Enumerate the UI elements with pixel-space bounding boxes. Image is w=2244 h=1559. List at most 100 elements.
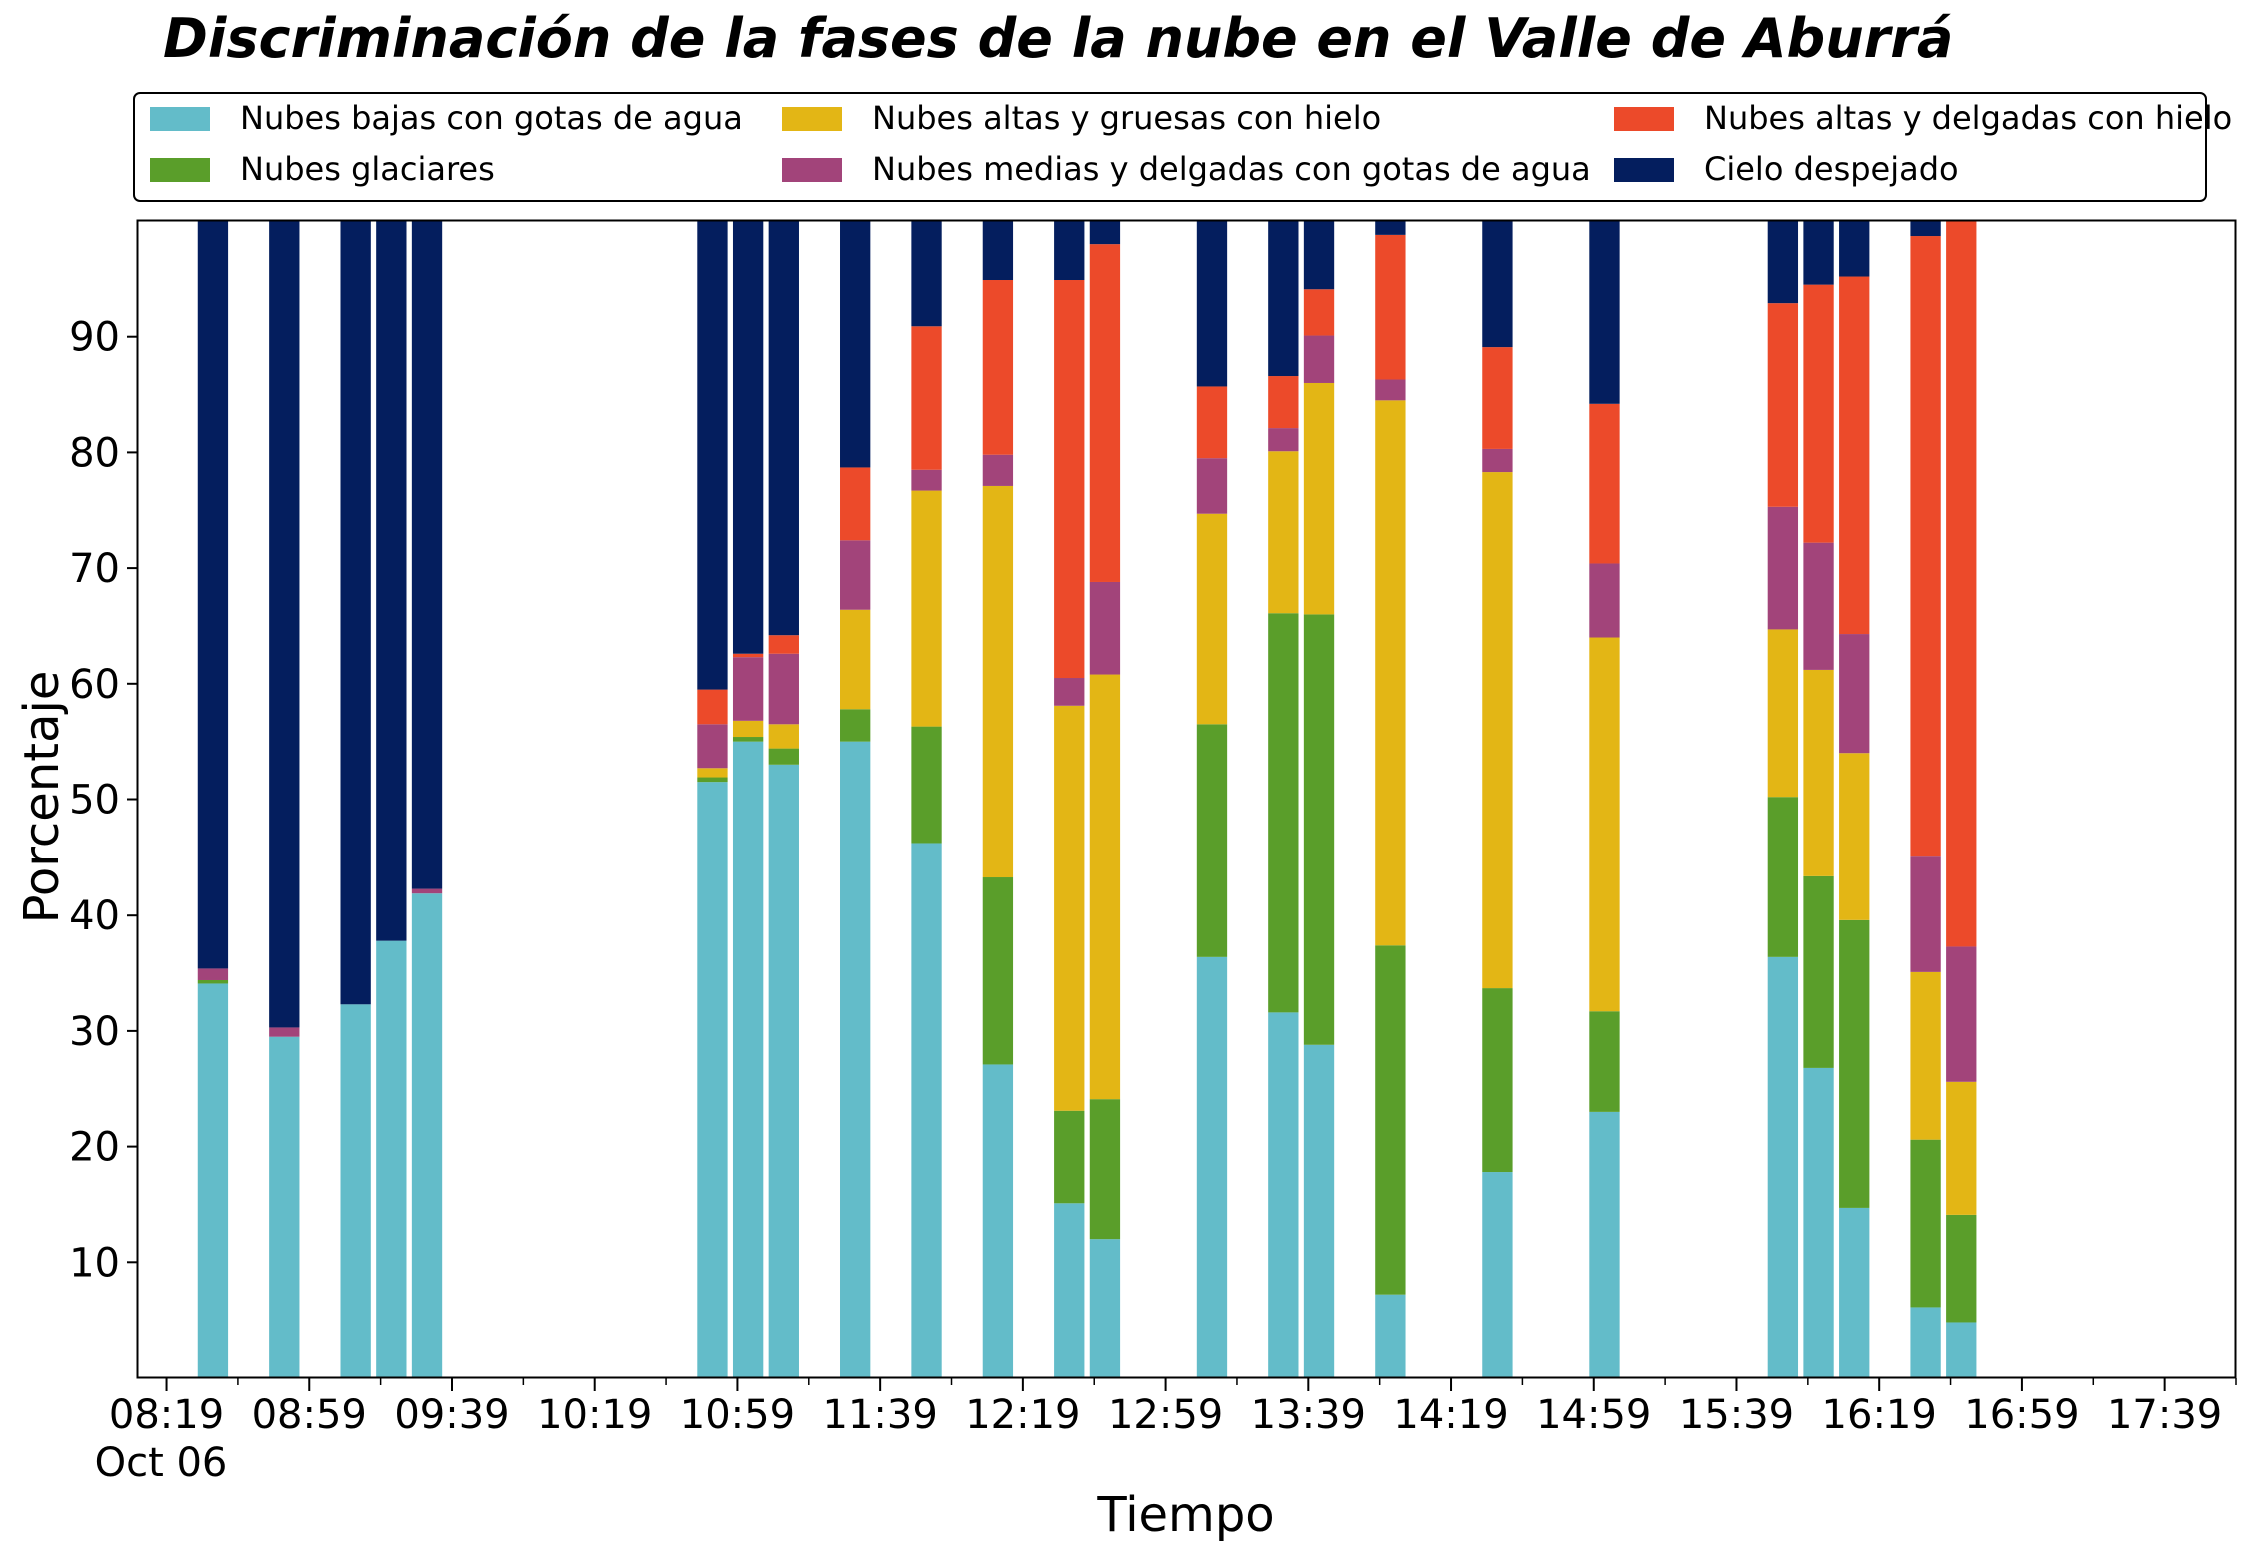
y-tick-label: 60 <box>69 662 120 708</box>
bar-segment-15-series-5 <box>1268 376 1299 429</box>
legend-swatch-series-2 <box>150 158 210 182</box>
bar-segment-16-series-3 <box>1303 382 1335 615</box>
x-tick-label: 15:39 <box>1679 1392 1794 1438</box>
y-tick-label: 70 <box>69 546 120 592</box>
bar-segment-1-series-2 <box>197 979 229 984</box>
x-tick-label: 12:59 <box>1108 1392 1223 1438</box>
x-tick-label: 12:19 <box>965 1392 1080 1438</box>
bar-segment-5-series-4 <box>411 888 443 894</box>
x-tick-label: 08:19 <box>109 1392 224 1438</box>
bar-segment-21-series-2 <box>1803 875 1834 1068</box>
x-tick-label: 16:59 <box>1964 1392 2079 1438</box>
bar-segment-18-series-6 <box>1482 221 1513 348</box>
bar-segment-14-series-4 <box>1196 458 1228 514</box>
bar-segment-16-series-5 <box>1303 289 1335 336</box>
bar-segment-23-series-3 <box>1910 971 1941 1140</box>
y-axis: 10 20 30 40 50 60 70 80 90 <box>69 315 138 1286</box>
legend-label-series-4: Nubes medias y delgadas con gotas de agu… <box>872 150 1591 188</box>
x-tick-label: 08:59 <box>252 1392 367 1438</box>
bar-segment-14-series-1 <box>1196 956 1228 1378</box>
bar-segment-19-series-1 <box>1589 1111 1620 1378</box>
bar-segment-21-series-3 <box>1803 669 1834 876</box>
bar-segment-9-series-3 <box>840 609 871 710</box>
bar-segment-6-series-1 <box>697 782 728 1378</box>
bar-segment-24-series-2 <box>1946 1214 1977 1323</box>
x-tick-label: 10:19 <box>537 1392 652 1438</box>
bar-segment-8-series-1 <box>768 764 799 1378</box>
bar-segment-14-series-6 <box>1196 221 1228 387</box>
bar-segment-23-series-5 <box>1910 236 1941 857</box>
bar-segment-21-series-1 <box>1803 1067 1834 1378</box>
bar-segment-22-series-3 <box>1839 753 1870 920</box>
bar-segment-19-series-4 <box>1589 563 1620 638</box>
bar-segment-13-series-1 <box>1089 1239 1121 1378</box>
bar-segment-12-series-2 <box>1054 1110 1085 1204</box>
bar-segment-16-series-4 <box>1303 335 1335 383</box>
bar-segment-9-series-2 <box>840 709 871 742</box>
bar-segment-22-series-4 <box>1839 634 1870 754</box>
x-tick-label: 14:59 <box>1536 1392 1651 1438</box>
bar-segment-13-series-4 <box>1089 581 1121 675</box>
bar-segment-20-series-2 <box>1767 797 1799 957</box>
bar-segment-15-series-2 <box>1268 613 1299 1013</box>
legend-label-series-1: Nubes bajas con gotas de agua <box>240 99 743 137</box>
bar-segment-13-series-3 <box>1089 674 1121 1100</box>
bar-segment-2-series-4 <box>269 1027 300 1037</box>
bar-segment-20-series-1 <box>1767 956 1799 1378</box>
x-tick-label: 11:39 <box>823 1392 938 1438</box>
x-tick-label: 17:39 <box>2107 1392 2222 1438</box>
bar-segment-18-series-2 <box>1482 988 1513 1173</box>
bar-segment-9-series-5 <box>840 467 871 541</box>
y-tick-label: 80 <box>69 430 120 476</box>
bar-segment-21-series-5 <box>1803 284 1834 543</box>
bar-segment-8-series-6 <box>768 221 799 636</box>
bar-segment-18-series-3 <box>1482 472 1513 989</box>
bar-segment-10-series-6 <box>911 221 942 327</box>
bar-segment-9-series-1 <box>840 741 871 1378</box>
bar-segment-21-series-6 <box>1803 221 1834 285</box>
bar-segment-13-series-2 <box>1089 1099 1121 1240</box>
y-tick-label: 90 <box>69 315 120 361</box>
bar-segment-9-series-6 <box>840 221 871 468</box>
bar-segment-7-series-5 <box>732 653 764 658</box>
bar-segment-22-series-2 <box>1839 919 1870 1208</box>
bar-segment-11-series-2 <box>982 877 1014 1065</box>
bar-segment-11-series-3 <box>982 485 1014 878</box>
bar-segment-17-series-2 <box>1375 945 1406 1295</box>
bar-segment-19-series-2 <box>1589 1011 1620 1112</box>
bar-segment-6-series-6 <box>697 221 728 690</box>
legend-frame <box>133 92 2207 202</box>
y-tick-label: 10 <box>69 1240 120 1286</box>
bar-segment-18-series-1 <box>1482 1172 1513 1378</box>
x-tick-label: 14:19 <box>1393 1392 1508 1438</box>
bar-segment-13-series-6 <box>1089 221 1121 245</box>
bar-segment-15-series-4 <box>1268 428 1299 452</box>
bar-segment-1-series-6 <box>197 221 229 969</box>
bar-segment-3-series-6 <box>340 221 371 1005</box>
bar-segment-17-series-3 <box>1375 400 1406 946</box>
bar-segment-7-series-3 <box>732 720 764 738</box>
bar-segment-14-series-2 <box>1196 724 1228 957</box>
legend-label-series-5: Nubes altas y delgadas con hielo <box>1704 99 2232 137</box>
bars-group <box>197 221 1977 1378</box>
y-tick-label: 50 <box>69 778 120 824</box>
bar-segment-15-series-1 <box>1268 1012 1299 1378</box>
bar-segment-4-series-1 <box>376 940 407 1378</box>
bar-segment-1-series-4 <box>197 968 229 980</box>
bar-segment-10-series-2 <box>911 726 942 844</box>
y-axis-title: Porcentaje <box>14 671 70 924</box>
bar-segment-8-series-2 <box>768 748 799 765</box>
bar-segment-19-series-3 <box>1589 637 1620 1012</box>
bar-segment-7-series-2 <box>732 737 764 742</box>
bar-segment-15-series-6 <box>1268 221 1299 377</box>
x-axis: 08:19 08:59 09:39 10:19 10:59 11:39 12:19 12:59… <box>109 1378 2237 1438</box>
legend-swatch-series-6 <box>1614 158 1674 182</box>
bar-segment-8-series-3 <box>768 724 799 749</box>
legend-swatch-series-1 <box>150 107 210 131</box>
x-date-label: Oct 06 <box>95 1440 228 1486</box>
bar-segment-10-series-3 <box>911 490 942 727</box>
bar-segment-7-series-4 <box>732 657 764 721</box>
legend-label-series-2: Nubes glaciares <box>240 150 495 188</box>
bar-segment-17-series-4 <box>1375 379 1406 401</box>
x-tick-label: 10:59 <box>680 1392 795 1438</box>
